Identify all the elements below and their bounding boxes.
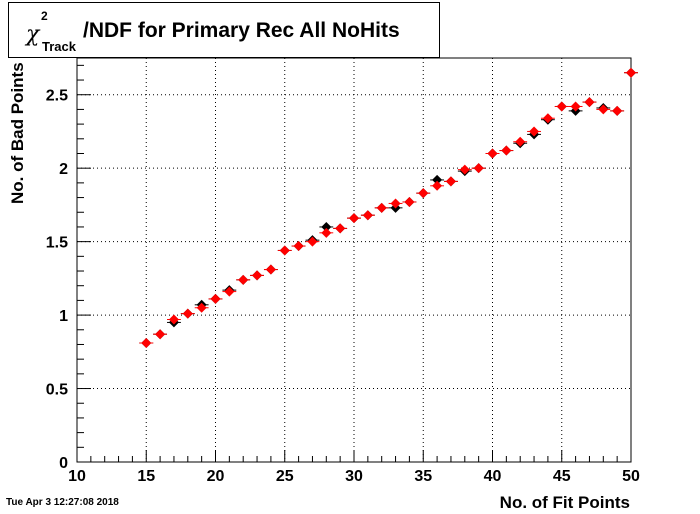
data-point xyxy=(487,148,498,159)
x-tick-label: 40 xyxy=(484,468,502,485)
data-point xyxy=(182,308,193,319)
data-point xyxy=(404,196,415,207)
x-tick-label: 30 xyxy=(345,468,363,485)
data-point xyxy=(321,227,332,238)
title-subscript: Track xyxy=(42,39,76,54)
x-tick-label: 25 xyxy=(276,468,294,485)
data-point xyxy=(529,126,540,137)
y-tick-label: 1.5 xyxy=(46,235,68,252)
chart-title: /NDF for Primary Rec All NoHits xyxy=(83,19,400,42)
data-point xyxy=(445,176,456,187)
data-point xyxy=(418,188,429,199)
data-point xyxy=(473,163,484,174)
data-point xyxy=(252,270,263,281)
chart-title-box: χ 2 Track /NDF for Primary Rec All NoHit… xyxy=(8,2,440,58)
data-point xyxy=(556,101,567,112)
timestamp: Tue Apr 3 12:27:08 2018 xyxy=(6,497,119,508)
data-point xyxy=(515,136,526,147)
title-chi-symbol: χ xyxy=(26,22,40,47)
data-point xyxy=(196,302,207,313)
data-point xyxy=(584,97,595,108)
data-point xyxy=(321,221,332,232)
x-tick-label: 45 xyxy=(553,468,571,485)
y-axis-label: No. of Bad Points xyxy=(8,62,27,204)
data-point xyxy=(459,164,470,175)
data-point xyxy=(265,264,276,275)
data-point xyxy=(307,236,318,247)
data-point xyxy=(612,105,623,116)
x-tick-label: 15 xyxy=(137,468,155,485)
data-point xyxy=(238,274,249,285)
data-point xyxy=(432,180,443,191)
x-tick-label: 10 xyxy=(68,468,86,485)
data-point xyxy=(501,145,512,156)
data-point xyxy=(349,213,359,224)
data-point xyxy=(224,286,235,297)
x-tick-label: 50 xyxy=(622,468,640,485)
data-point xyxy=(279,245,290,256)
data-point xyxy=(155,329,166,340)
x-tick-label: 35 xyxy=(414,468,432,485)
y-tick-label: 1 xyxy=(59,308,68,325)
data-point xyxy=(542,113,553,124)
data-point xyxy=(293,241,304,252)
data-point xyxy=(210,293,221,304)
x-tick-label: 20 xyxy=(207,468,225,485)
data-point xyxy=(335,223,346,234)
data-point xyxy=(168,314,179,325)
title-superscript: 2 xyxy=(41,9,48,23)
data-point xyxy=(626,67,636,78)
data-point xyxy=(390,198,401,209)
data-point xyxy=(141,338,152,349)
data-point xyxy=(362,210,373,221)
data-point xyxy=(432,174,443,185)
series-2 xyxy=(139,67,638,349)
y-tick-label: 2 xyxy=(59,161,68,178)
data-point xyxy=(598,104,609,115)
data-point xyxy=(376,202,387,213)
data-point xyxy=(570,101,581,112)
y-tick-label: 0 xyxy=(59,455,68,472)
y-tick-label: 2.5 xyxy=(46,88,68,105)
y-tick-label: 0.5 xyxy=(46,382,68,399)
x-axis-label: No. of Fit Points xyxy=(499,493,630,512)
